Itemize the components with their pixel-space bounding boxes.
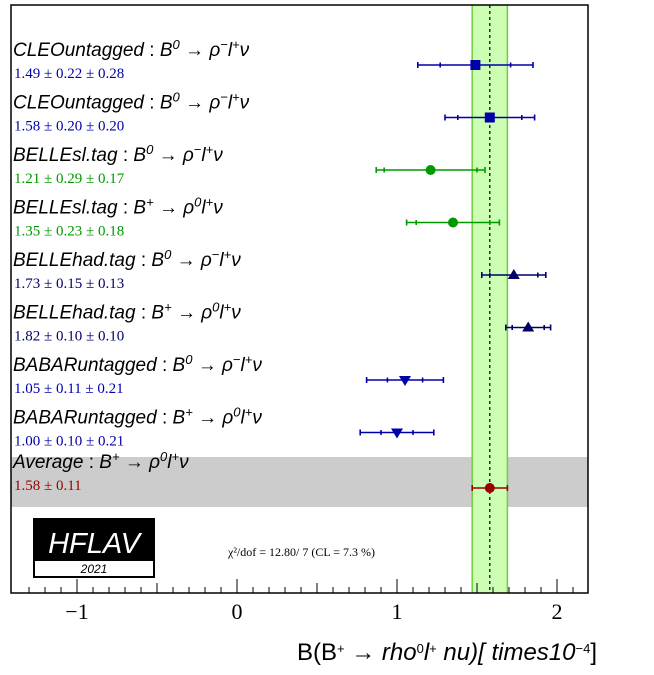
measurement-value: 1.82 ± 0.10 ± 0.10 <box>14 329 124 345</box>
hflav-logo-name: HFLAV <box>48 528 143 560</box>
measurement-label: BABARuntagged : B+ → ρ0l+ν <box>13 404 262 429</box>
measurement-marker <box>484 112 495 123</box>
measurement-value: 1.73 ± 0.15 ± 0.13 <box>14 276 124 292</box>
chi2-annotation: χ²/dof = 12.80/ 7 (CL = 7.3 %) <box>227 545 375 559</box>
x-axis-label: B(B+ → rho0l+ nu)[ times10−4] <box>297 639 597 666</box>
measurement-text: BELLEhad.tag : B+ → ρ0l+ν 1.82 ± 0.10 ± 0… <box>13 299 241 345</box>
measurement-label: BELLEsl.tag : B0 → ρ−l+ν <box>13 142 223 167</box>
measurement-marker <box>391 428 403 439</box>
measurement-row <box>504 321 552 332</box>
measurement-label: CLEOuntagged : B0 → ρ−l+ν <box>13 89 250 114</box>
measurement-label: CLEOuntagged : B0 → ρ−l+ν <box>13 37 250 62</box>
measurement-marker <box>522 321 535 332</box>
measurement-value: 1.35 ± 0.23 ± 0.18 <box>14 224 124 240</box>
x-tick-label: 0 <box>232 599 243 624</box>
measurement-label: BELLEsl.tag : B+ → ρ0l+ν <box>13 194 223 219</box>
average-text: Average : B+ → ρ0l+ν 1.58 ± 0.11 <box>12 449 189 495</box>
measurement-label: BELLEhad.tag : B+ → ρ0l+ν <box>13 299 241 324</box>
measurement-marker <box>425 165 436 175</box>
measurement-row <box>405 217 501 228</box>
hflav-logo-year-box <box>35 561 153 576</box>
measurement-row <box>375 165 486 175</box>
measurement-value: 1.21 ± 0.29 ± 0.17 <box>14 171 125 187</box>
measurement-text: BELLEhad.tag : B0 → ρ−l+ν 1.73 ± 0.15 ± 0… <box>13 247 241 293</box>
measurement-text: CLEOuntagged : B0 → ρ−l+ν 1.58 ± 0.20 ± 0… <box>13 89 250 135</box>
x-tick-label: 2 <box>552 599 563 624</box>
measurement-marker <box>448 217 458 228</box>
hflav-logo: HFLAV 2021 <box>33 518 155 578</box>
measurement-label: BELLEhad.tag : B0 → ρ−l+ν <box>13 247 241 272</box>
measurement-value: 1.00 ± 0.10 ± 0.21 <box>14 434 124 450</box>
measurement-label: BABARuntagged : B0 → ρ−l+ν <box>13 352 262 377</box>
measurement-row <box>444 112 536 123</box>
x-tick-label: 1 <box>392 599 403 624</box>
measurement-marker <box>507 269 520 279</box>
hflav-logo-year: 2021 <box>80 562 108 576</box>
measurement-text: BABARuntagged : B+ → ρ0l+ν 1.00 ± 0.10 ± … <box>13 404 262 450</box>
plot-frame <box>10 4 589 594</box>
measurement-text: BABARuntagged : B0 → ρ−l+ν 1.05 ± 0.11 ± … <box>13 352 262 398</box>
measurement-marker <box>484 483 495 493</box>
measurement-row <box>480 269 547 279</box>
measurement-row <box>359 428 435 439</box>
measurement-label: Average : B+ → ρ0l+ν <box>12 449 189 474</box>
measurement-marker <box>470 60 481 70</box>
measurement-value: 1.05 ± 0.11 ± 0.21 <box>14 381 124 397</box>
measurement-value: 1.49 ± 0.22 ± 0.28 <box>14 66 124 82</box>
measurement-marker <box>399 376 411 386</box>
measurement-text: CLEOuntagged : B0 → ρ−l+ν 1.49 ± 0.22 ± 0… <box>13 37 250 83</box>
measurement-row <box>365 376 445 386</box>
average-row <box>471 483 509 493</box>
measurement-row <box>416 60 534 70</box>
measurement-value: 1.58 ± 0.20 ± 0.20 <box>14 119 124 135</box>
x-tick-label: −1 <box>65 599 88 624</box>
measurement-text: BELLEsl.tag : B+ → ρ0l+ν 1.35 ± 0.23 ± 0.… <box>13 194 223 240</box>
measurement-text: BELLEsl.tag : B0 → ρ−l+ν 1.21 ± 0.29 ± 0.… <box>13 142 223 188</box>
measurement-value: 1.58 ± 0.11 <box>14 478 82 494</box>
